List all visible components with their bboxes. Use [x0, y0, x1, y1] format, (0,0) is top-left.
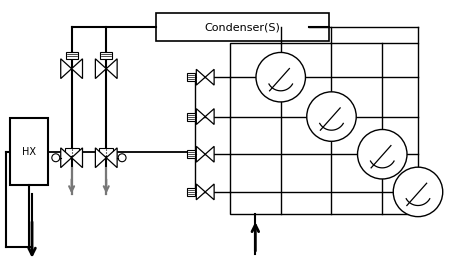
- Polygon shape: [60, 148, 71, 168]
- Bar: [187, 150, 195, 158]
- Bar: [187, 73, 195, 81]
- Polygon shape: [95, 148, 106, 168]
- Text: HX: HX: [22, 147, 36, 157]
- Circle shape: [118, 154, 126, 162]
- Bar: [187, 188, 195, 196]
- Bar: [230, 43, 417, 214]
- Bar: [64, 148, 78, 156]
- Polygon shape: [205, 184, 214, 200]
- Polygon shape: [106, 148, 117, 168]
- Polygon shape: [196, 69, 205, 85]
- Bar: [156, 13, 328, 41]
- Circle shape: [52, 154, 60, 162]
- Polygon shape: [205, 146, 214, 162]
- Polygon shape: [60, 59, 71, 79]
- Polygon shape: [196, 146, 205, 162]
- Polygon shape: [205, 109, 214, 125]
- Polygon shape: [95, 59, 106, 79]
- Bar: [100, 52, 112, 59]
- Bar: [10, 118, 48, 185]
- Bar: [99, 148, 113, 156]
- Circle shape: [392, 167, 442, 217]
- Text: Condenser(S): Condenser(S): [204, 22, 280, 32]
- Polygon shape: [196, 184, 205, 200]
- Bar: [187, 113, 195, 121]
- Circle shape: [255, 53, 305, 102]
- Bar: [65, 52, 78, 59]
- Polygon shape: [205, 69, 214, 85]
- Polygon shape: [196, 109, 205, 125]
- Polygon shape: [71, 59, 83, 79]
- Polygon shape: [106, 59, 117, 79]
- Circle shape: [357, 129, 406, 179]
- Polygon shape: [71, 148, 83, 168]
- Circle shape: [306, 92, 355, 141]
